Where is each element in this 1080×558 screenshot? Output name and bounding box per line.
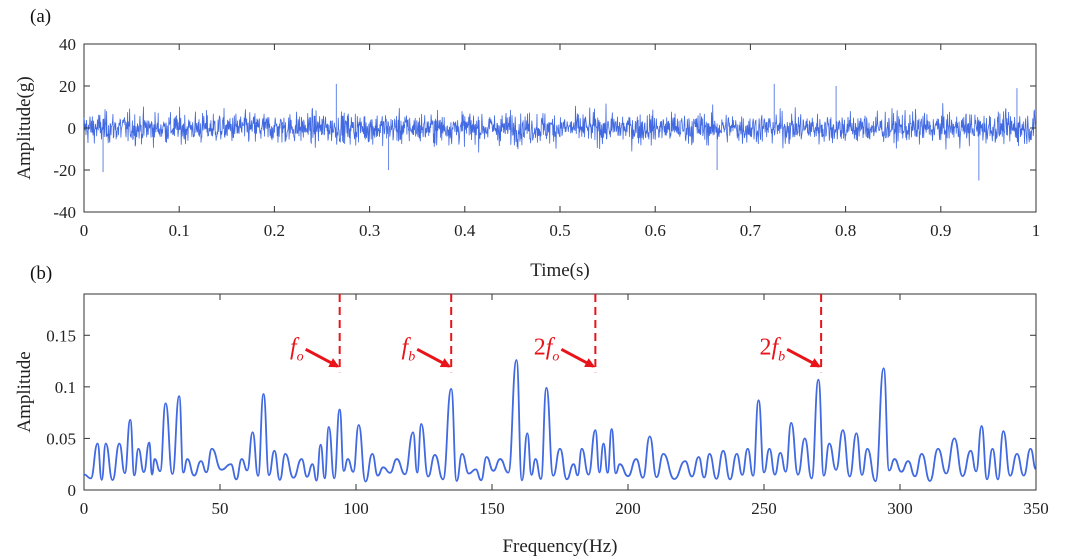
x-tick-label: 0.2: [264, 221, 285, 240]
x-tick-label: 250: [751, 499, 777, 518]
panel-a: (a) 0 0.1 0.2 0.3 0.4 0.5 0.6 0.7 0.8 0.9 1 -40 -20…: [14, 6, 1040, 281]
panel-b-label: (b): [30, 263, 52, 284]
x-tick-label: 300: [887, 499, 913, 518]
harmonic-label: 2fb: [759, 334, 785, 364]
y-tick-label: -40: [53, 203, 76, 222]
panel-b-y-ticks: 0 0.05 0.1 0.15: [46, 326, 1036, 500]
x-tick-label: 200: [615, 499, 641, 518]
panel-b-frame: [83, 293, 1037, 491]
y-tick-label: -20: [53, 161, 76, 180]
harmonic-label-prefix: 2: [534, 334, 546, 360]
x-tick-label: 50: [212, 499, 229, 518]
harmonic-label-subscript: b: [408, 349, 415, 364]
envelope-spectrum-line: [83, 359, 1037, 483]
harmonic-arrow: [416, 347, 451, 368]
x-tick-label: 100: [343, 499, 369, 518]
harmonic-label-base: f: [402, 334, 412, 360]
y-tick-label: 20: [59, 77, 76, 96]
x-tick-label: 150: [479, 499, 505, 518]
harmonic-arrow: [304, 347, 340, 368]
harmonic-label-base: f: [546, 334, 556, 360]
panel-a-x-ticks: 0 0.1 0.2 0.3 0.4 0.5 0.6 0.7 0.8 0.9 1: [80, 44, 1041, 240]
y-tick-label: 0.1: [55, 378, 76, 397]
x-tick-label: 0.8: [835, 221, 856, 240]
harmonic-label-subscript: o: [552, 349, 559, 364]
x-tick-label: 350: [1023, 499, 1049, 518]
x-tick-label: 0.3: [359, 221, 380, 240]
harmonic-arrow: [560, 347, 596, 368]
harmonic-arrow: [786, 347, 821, 368]
acceleration-signal-line: [83, 83, 1037, 181]
x-tick-label: 0: [80, 499, 89, 518]
harmonic-label: 2fo: [534, 334, 560, 364]
harmonic-label-subscript: o: [297, 349, 304, 364]
y-tick-label: 0.15: [46, 326, 76, 345]
harmonic-label: fo: [290, 334, 304, 364]
x-tick-label: 0.4: [454, 221, 476, 240]
harmonic-label-subscript: b: [778, 349, 785, 364]
harmonic-label-base: f: [290, 334, 300, 360]
panel-b: (b) 0 50 100 150 200 250 300 350 0 0.05 0.1 0.15 f…: [14, 263, 1049, 557]
panel-a-y-axis-label: Amplitude(g): [14, 76, 35, 179]
harmonic-label-prefix: 2: [759, 334, 771, 360]
panel-b-harmonic-markers: [338, 294, 823, 373]
harmonic-label-base: f: [771, 334, 781, 360]
panel-a-x-axis-label: Time(s): [530, 260, 589, 281]
panel-b-y-axis-label: Amplitude: [14, 351, 35, 432]
y-tick-label: 0: [68, 481, 77, 500]
panel-b-annotations: fo fb 2fo 2fb: [290, 334, 821, 368]
y-tick-label: 0.05: [46, 429, 76, 448]
y-tick-label: 40: [59, 35, 76, 54]
panel-b-x-axis-label: Frequency(Hz): [502, 536, 617, 557]
panel-a-y-ticks: -40 -20 0 20 40: [53, 35, 1036, 222]
x-tick-label: 0.6: [645, 221, 666, 240]
x-tick-label: 0.7: [740, 221, 762, 240]
x-tick-label: 0: [80, 221, 89, 240]
panel-a-signal: [83, 83, 1037, 181]
x-tick-label: 0.5: [549, 221, 570, 240]
panel-a-label: (a): [30, 6, 51, 27]
harmonic-label: fb: [402, 334, 416, 364]
x-tick-label: 0.1: [169, 221, 190, 240]
y-tick-label: 0: [68, 119, 77, 138]
x-tick-label: 1: [1032, 221, 1041, 240]
panel-b-spectrum: [83, 359, 1037, 483]
panel-b-x-ticks: 0 50 100 150 200 250 300 350: [80, 294, 1049, 518]
x-tick-label: 0.9: [930, 221, 951, 240]
